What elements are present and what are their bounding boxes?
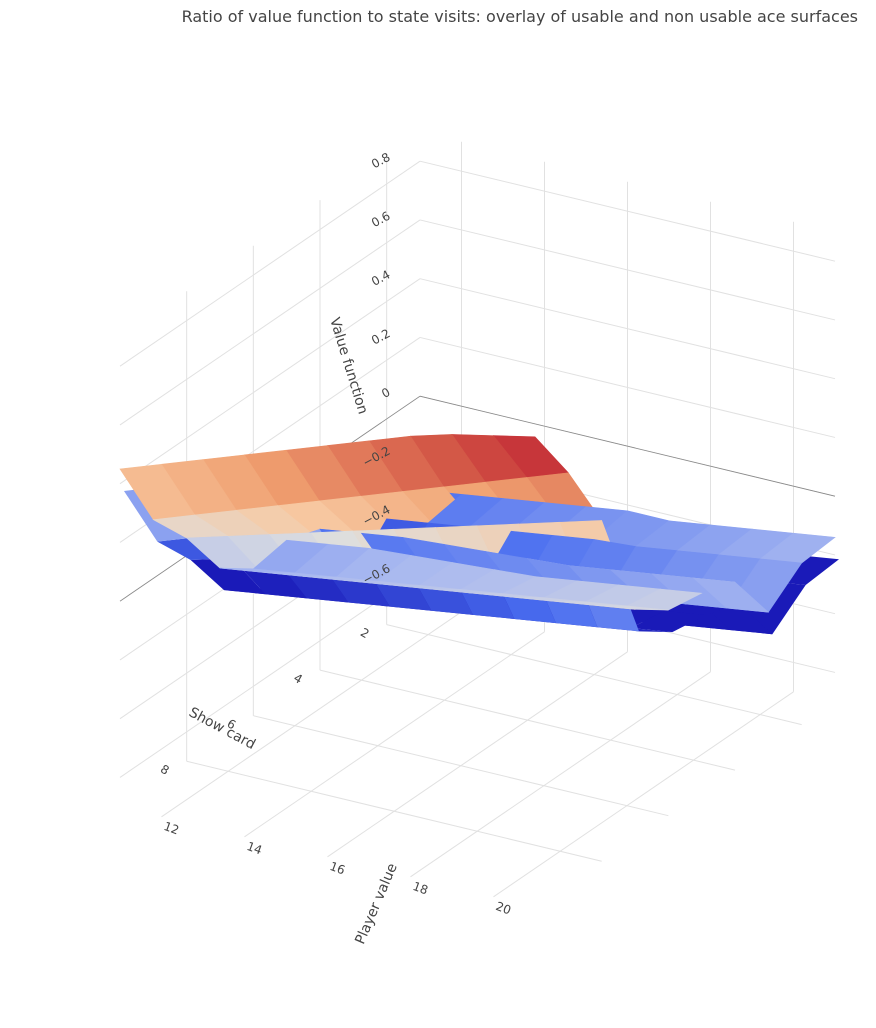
- z-tick-label: 0.8: [369, 150, 392, 171]
- floor-grid-line: [410, 671, 711, 878]
- wall-grid-line: [119, 572, 421, 778]
- surface-under-patch: [630, 611, 706, 633]
- z-tick-label: 0.4: [369, 267, 392, 288]
- surface-patch: [692, 577, 770, 613]
- z-axis-title: Value function: [326, 316, 371, 416]
- y-tick-label: 16: [328, 859, 347, 877]
- z-tick-label: 0: [379, 385, 392, 401]
- z-tick-label: 0.2: [369, 326, 392, 347]
- floor-grid-line: [244, 631, 545, 838]
- x-axis-title: Show card: [186, 705, 258, 753]
- wall-grid-line: [119, 160, 421, 367]
- floor-grid-line: [327, 651, 628, 858]
- x-tick-label: 2: [358, 625, 372, 641]
- y-tick-label: 14: [245, 839, 264, 857]
- chart-title: Ratio of value function to state visits:…: [181, 7, 858, 26]
- x-tick-label: 8: [158, 762, 172, 778]
- surface-under-patch: [190, 558, 266, 595]
- y-tick-label: 12: [162, 819, 181, 837]
- wall-grid-line: [119, 219, 421, 426]
- y-tick-label: 18: [411, 879, 430, 897]
- zero-line: [419, 395, 836, 497]
- floor-grid-line: [161, 611, 462, 818]
- x-tick-label: 4: [291, 671, 305, 687]
- z-tick-label: 0.6: [369, 209, 392, 230]
- floor-grid-line: [493, 691, 794, 898]
- wall-grid-line: [119, 278, 421, 485]
- surface-patch: [593, 604, 669, 611]
- y-axis-title: Player value: [352, 861, 400, 947]
- y-tick-label: 20: [494, 899, 513, 917]
